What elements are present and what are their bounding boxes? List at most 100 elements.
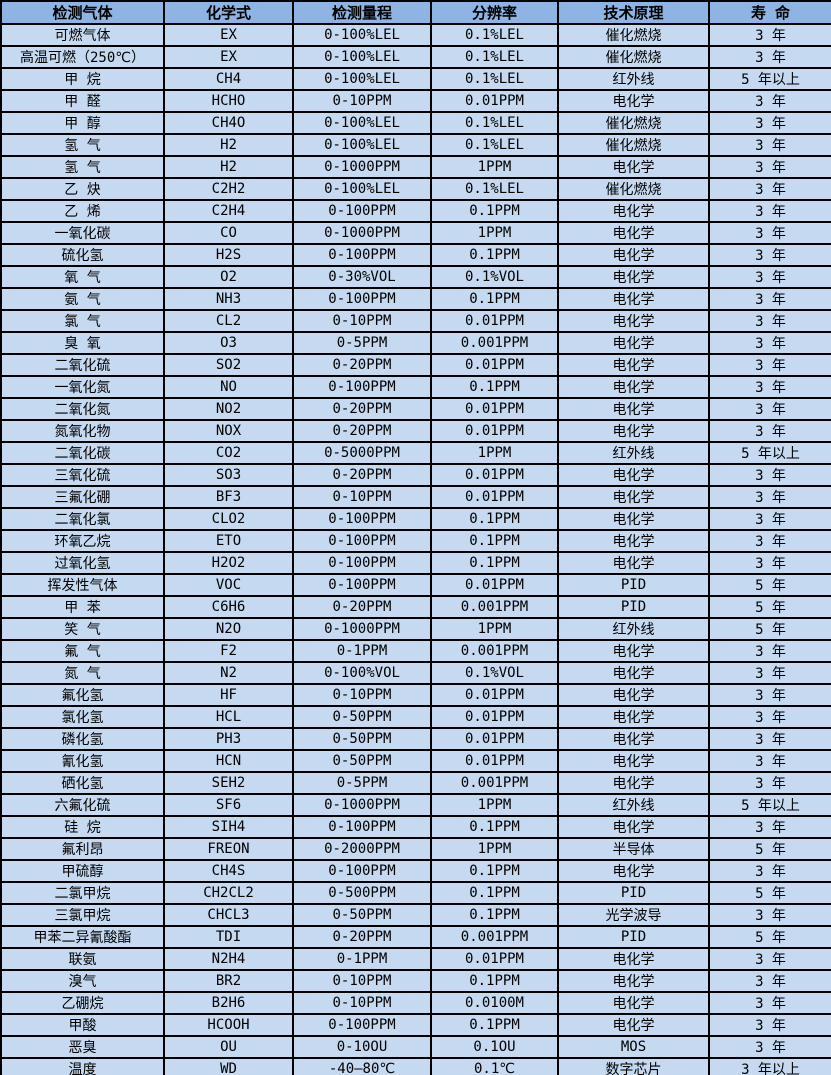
cell-gas-name: 甲苯二异氰酸酯: [0, 925, 165, 949]
cell-resolution: 0.1PPM: [430, 969, 559, 993]
cell-detection-range: 0-50PPM: [292, 727, 432, 751]
cell-detection-range: 0-100%LEL: [292, 177, 432, 201]
cell-detection-range: 0-1000PPM: [292, 793, 432, 817]
cell-chemical-formula: CH2CL2: [163, 881, 294, 905]
cell-resolution: 0.001PPM: [430, 771, 559, 795]
cell-technology: 数字芯片: [557, 1057, 710, 1075]
cell-chemical-formula: CLO2: [163, 507, 294, 531]
table-row: 甲苯二异氰酸酯 TDI 0-20PPM 0.001PPM PID 5 年: [0, 925, 831, 949]
cell-detection-range: 0-20PPM: [292, 925, 432, 949]
cell-detection-range: 0-5PPM: [292, 771, 432, 795]
cell-lifespan: 3 年: [708, 309, 831, 333]
column-header-5: 寿 命: [708, 0, 831, 25]
cell-gas-name: 二氧化碳: [0, 441, 165, 465]
cell-technology: 电化学: [557, 529, 710, 553]
cell-resolution: 0.1PPM: [430, 859, 559, 883]
cell-lifespan: 3 年: [708, 133, 831, 157]
cell-technology: 催化燃烧: [557, 133, 710, 157]
cell-resolution: 0.0100M: [430, 991, 559, 1015]
cell-resolution: 0.01PPM: [430, 947, 559, 971]
cell-gas-name: 甲 烷: [0, 67, 165, 91]
cell-chemical-formula: TDI: [163, 925, 294, 949]
cell-resolution: 0.1PPM: [430, 507, 559, 531]
cell-detection-range: 0-50PPM: [292, 903, 432, 927]
cell-chemical-formula: NO: [163, 375, 294, 399]
cell-lifespan: 5 年以上: [708, 441, 831, 465]
table-row: 二氯甲烷 CH2CL2 0-500PPM 0.1PPM PID 5 年: [0, 881, 831, 905]
cell-technology: 电化学: [557, 221, 710, 245]
table-row: 挥发性气体 VOC 0-100PPM 0.01PPM PID 5 年: [0, 573, 831, 597]
cell-resolution: 1PPM: [430, 155, 559, 179]
cell-resolution: 0.01PPM: [430, 397, 559, 421]
cell-lifespan: 3 年: [708, 507, 831, 531]
table-row: 温度 WD -40—80℃ 0.1℃ 数字芯片 3 年以上: [0, 1057, 831, 1075]
cell-technology: 电化学: [557, 551, 710, 575]
cell-resolution: 0.1%LEL: [430, 45, 559, 69]
table-row: 三氧化硫 SO3 0-20PPM 0.01PPM 电化学 3 年: [0, 463, 831, 487]
cell-technology: 电化学: [557, 727, 710, 751]
cell-gas-name: 高温可燃（250℃）: [0, 45, 165, 69]
cell-gas-name: 硅 烷: [0, 815, 165, 839]
cell-lifespan: 3 年: [708, 749, 831, 773]
cell-lifespan: 3 年: [708, 331, 831, 355]
cell-detection-range: 0-10PPM: [292, 485, 432, 509]
cell-detection-range: 0-100%LEL: [292, 45, 432, 69]
cell-resolution: 0.1PPM: [430, 375, 559, 399]
cell-technology: 电化学: [557, 507, 710, 531]
cell-gas-name: 氟利昂: [0, 837, 165, 861]
cell-lifespan: 5 年: [708, 837, 831, 861]
cell-lifespan: 3 年: [708, 639, 831, 663]
cell-lifespan: 3 年: [708, 375, 831, 399]
cell-technology: 电化学: [557, 265, 710, 289]
table-row: 三氟化硼 BF3 0-10PPM 0.01PPM 电化学 3 年: [0, 485, 831, 509]
cell-detection-range: 0-100PPM: [292, 199, 432, 223]
cell-resolution: 1PPM: [430, 617, 559, 641]
cell-detection-range: 0-10PPM: [292, 89, 432, 113]
cell-gas-name: 氯 气: [0, 309, 165, 333]
table-row: 一氧化氮 NO 0-100PPM 0.1PPM 电化学 3 年: [0, 375, 831, 399]
cell-lifespan: 3 年: [708, 771, 831, 795]
cell-lifespan: 3 年: [708, 397, 831, 421]
cell-detection-range: 0-100PPM: [292, 243, 432, 267]
cell-detection-range: 0-10PPM: [292, 309, 432, 333]
cell-chemical-formula: HCN: [163, 749, 294, 773]
cell-technology: 电化学: [557, 859, 710, 883]
cell-lifespan: 3 年: [708, 287, 831, 311]
cell-resolution: 0.1PPM: [430, 287, 559, 311]
cell-chemical-formula: NH3: [163, 287, 294, 311]
table-row: 氟化氢 HF 0-10PPM 0.01PPM 电化学 3 年: [0, 683, 831, 707]
cell-chemical-formula: CH4: [163, 67, 294, 91]
cell-chemical-formula: SIH4: [163, 815, 294, 839]
cell-detection-range: 0-1000PPM: [292, 617, 432, 641]
table-row: 高温可燃（250℃） EX 0-100%LEL 0.1%LEL 催化燃烧 3 年: [0, 45, 831, 69]
cell-gas-name: 氨 气: [0, 287, 165, 311]
cell-resolution: 0.1OU: [430, 1035, 559, 1059]
cell-detection-range: 0-100%LEL: [292, 67, 432, 91]
table-row: 臭 氧 O3 0-5PPM 0.001PPM 电化学 3 年: [0, 331, 831, 355]
cell-detection-range: 0-100%LEL: [292, 133, 432, 157]
cell-gas-name: 甲硫醇: [0, 859, 165, 883]
cell-lifespan: 3 年: [708, 727, 831, 751]
cell-resolution: 0.1%LEL: [430, 67, 559, 91]
cell-resolution: 0.1PPM: [430, 903, 559, 927]
cell-lifespan: 3 年: [708, 551, 831, 575]
cell-chemical-formula: HF: [163, 683, 294, 707]
cell-lifespan: 3 年: [708, 947, 831, 971]
cell-lifespan: 3 年: [708, 529, 831, 553]
cell-lifespan: 3 年: [708, 419, 831, 443]
cell-technology: PID: [557, 573, 710, 597]
cell-chemical-formula: VOC: [163, 573, 294, 597]
cell-technology: 电化学: [557, 661, 710, 685]
cell-detection-range: 0-10PPM: [292, 683, 432, 707]
table-row: 氰化氢 HCN 0-50PPM 0.01PPM 电化学 3 年: [0, 749, 831, 773]
table-row: 氢 气 H2 0-100%LEL 0.1%LEL 催化燃烧 3 年: [0, 133, 831, 157]
cell-lifespan: 3 年: [708, 991, 831, 1015]
header-row: 检测气体 化学式 检测量程 分辨率 技术原理寿 命: [0, 0, 831, 25]
cell-gas-name: 氟化氢: [0, 683, 165, 707]
cell-lifespan: 3 年: [708, 705, 831, 729]
table-row: 氢 气 H2 0-1000PPM 1PPM 电化学 3 年: [0, 155, 831, 179]
cell-detection-range: 0-100PPM: [292, 1013, 432, 1037]
cell-lifespan: 3 年: [708, 243, 831, 267]
cell-resolution: 0.001PPM: [430, 925, 559, 949]
cell-lifespan: 3 年: [708, 221, 831, 245]
